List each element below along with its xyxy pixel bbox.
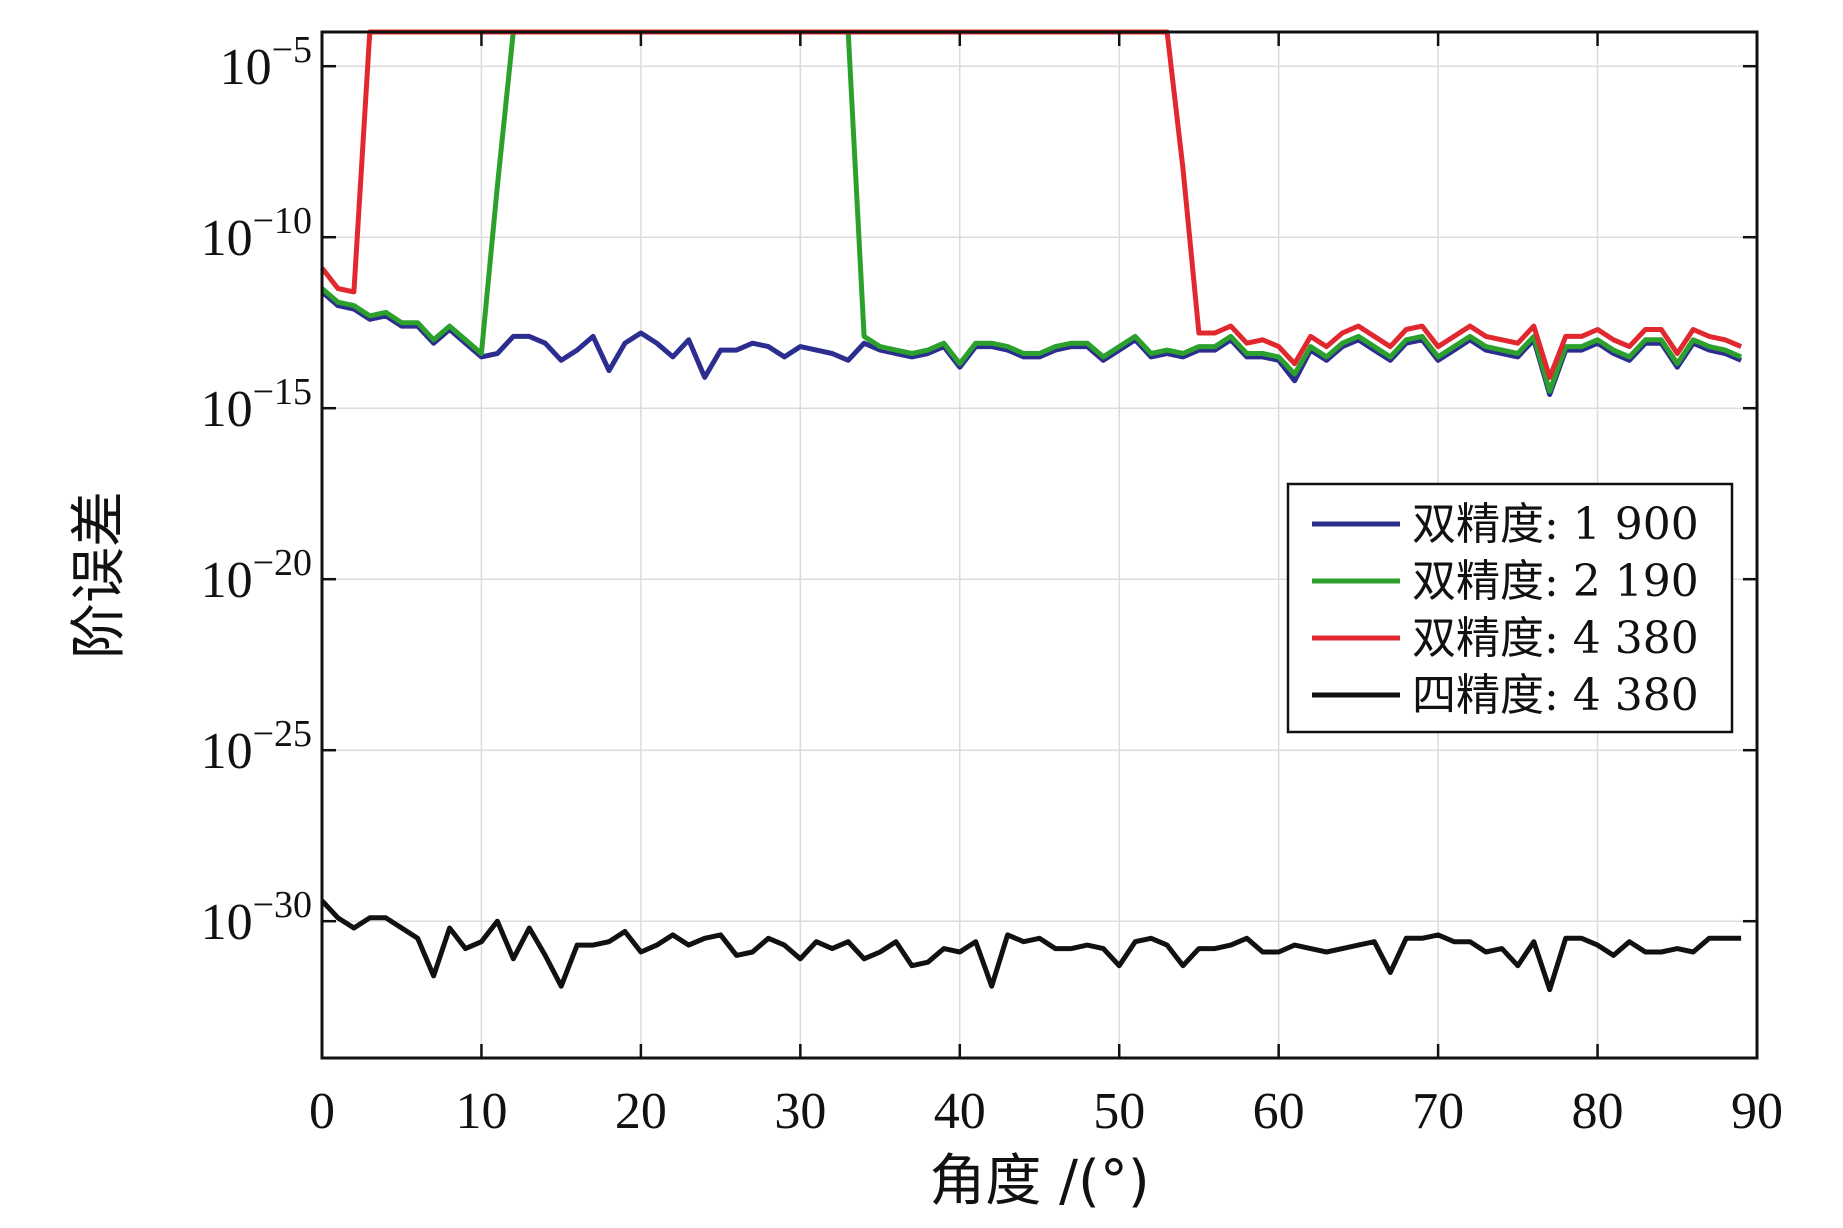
- x-tick-label: 0: [309, 1083, 335, 1140]
- y-tick-label: 10−10: [201, 200, 312, 267]
- legend-label: 四精度: 4 380: [1412, 670, 1699, 721]
- y-axis-label: 阶误差: [67, 491, 132, 659]
- x-axis-label: 角度 /(°): [929, 1149, 1149, 1214]
- series-line-4: [320, 898, 1742, 993]
- y-tick-label: 10−25: [201, 713, 312, 780]
- legend-label: 双精度: 1 900: [1412, 499, 1699, 550]
- legend: 双精度: 1 900 双精度: 2 190 双精度: 4 380 四精度: 4 380: [1286, 482, 1734, 734]
- x-tick-label: 60: [1253, 1083, 1305, 1140]
- x-tick-label: 50: [1093, 1083, 1145, 1140]
- y-tick-label: 10−5: [220, 29, 312, 96]
- x-tick-label: 80: [1572, 1083, 1624, 1140]
- y-tick-label: 10−20: [201, 542, 312, 609]
- plot-frame: [320, 30, 1759, 1060]
- series-line-1: [320, 290, 1743, 397]
- x-tick-labels: 0 10 20 30 40 50 60 70 80 90: [309, 1083, 1783, 1140]
- axis-ticks: [320, 32, 1759, 1058]
- x-tick-label: 10: [455, 1083, 507, 1140]
- x-tick-label: 30: [774, 1083, 826, 1140]
- y-tick-label: 10−30: [201, 884, 312, 951]
- legend-label: 双精度: 2 190: [1412, 556, 1699, 607]
- y-tick-labels: 10−5 10−10 10−15 10−20 10−25 10−30: [201, 29, 312, 951]
- y-tick-label: 10−15: [201, 371, 312, 438]
- x-tick-label: 70: [1412, 1083, 1464, 1140]
- x-tick-label: 90: [1731, 1083, 1783, 1140]
- legend-label: 双精度: 4 380: [1412, 613, 1699, 664]
- x-tick-label: 40: [934, 1083, 986, 1140]
- x-tick-label: 20: [615, 1083, 667, 1140]
- series-line-3: [320, 29, 1743, 380]
